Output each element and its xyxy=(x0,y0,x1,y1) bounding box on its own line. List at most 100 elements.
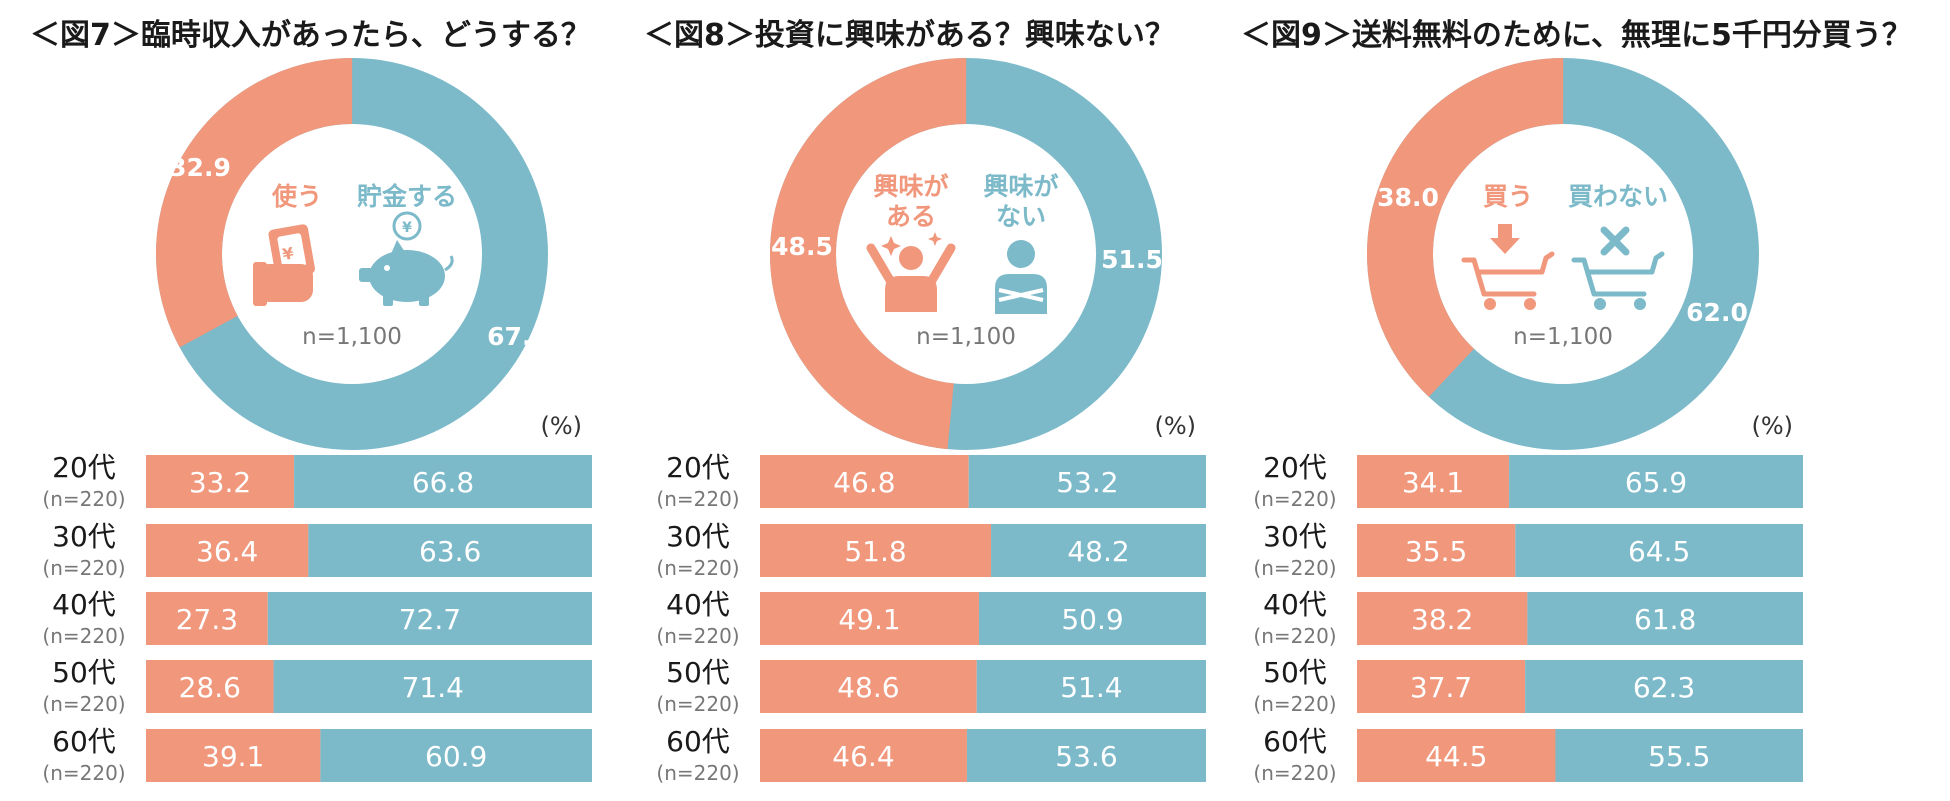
bar-segment-left xyxy=(760,729,967,782)
bar-segment-right xyxy=(1515,524,1803,577)
unit-label: (%) xyxy=(1154,412,1196,440)
bar-segment-left xyxy=(146,455,295,508)
figure-8-panel: ＜図8＞投資に興味がある？興味ない？ 48.5 51.5 興味が ある 興味が ない n=1… xyxy=(644,0,1254,801)
bar-value-label: 53.6 xyxy=(1055,740,1117,773)
donut-slice xyxy=(1367,58,1759,450)
bar-segment-left xyxy=(146,592,268,645)
figure-7-chart: 32.9 67.1 使う 貯金する ¥ ¥ n=1,100 (%) 20代 (n=220) 33.2… xyxy=(42,58,592,785)
age-group-label: 40代 xyxy=(666,588,730,621)
hand-money-icon: ¥ xyxy=(253,224,315,306)
age-group-n-label: (n=220) xyxy=(42,692,125,716)
stacked-bar-chart: 20代 (n=220) 33.2 66.8 30代 (n=220) 36.4 63.6 40代 (… xyxy=(42,451,592,785)
age-group-label: 20代 xyxy=(666,451,730,484)
bar-value-label: 34.1 xyxy=(1402,466,1464,499)
age-group-label: 50代 xyxy=(52,656,116,689)
figure-title: ＜図8＞投資に興味がある？興味ない？ xyxy=(644,18,1175,53)
bar-value-label: 37.7 xyxy=(1410,671,1472,704)
age-group-n-label: (n=220) xyxy=(656,487,739,511)
bar-segment-right xyxy=(978,592,1206,645)
age-group-n-label: (n=220) xyxy=(42,624,125,648)
age-group-label: 30代 xyxy=(1263,520,1327,553)
category-label-left: ある xyxy=(886,202,936,231)
bar-segment-right xyxy=(976,660,1206,713)
bar-segment-right xyxy=(966,729,1206,782)
bar-segment-left xyxy=(146,660,274,713)
bar-segment-right xyxy=(273,660,592,713)
figure-9-chart: 38.0 62.0 買う 買わない n=1,100 (%) 20代 (n=220) 34.1 65… xyxy=(1253,58,1803,785)
bar-value-label: 51.8 xyxy=(844,535,906,568)
bar-value-label: 62.3 xyxy=(1633,671,1695,704)
figure-9-panel: ＜図9＞送料無料のために、無理に5千円分買う？ 38.0 62.0 買う 買わない n=… xyxy=(1241,0,1912,801)
age-group-label: 60代 xyxy=(52,725,116,758)
bar-segment-left xyxy=(1357,592,1528,645)
bar-value-label: 72.7 xyxy=(399,603,461,636)
donut-value-label: 67.1 xyxy=(487,322,549,351)
stacked-bar-chart: 20代 (n=220) 34.1 65.9 30代 (n=220) 35.5 64.5 40代 (… xyxy=(1253,451,1803,785)
donut-ring xyxy=(770,58,1162,450)
bar-value-label: 44.5 xyxy=(1425,740,1487,773)
sample-size-label: n=1,100 xyxy=(302,324,402,350)
unit-label: (%) xyxy=(540,412,582,440)
bar-value-label: 55.5 xyxy=(1648,740,1710,773)
bar-segment-right xyxy=(991,524,1206,577)
bar-value-label: 48.2 xyxy=(1067,535,1129,568)
category-label-left: 使う xyxy=(271,182,322,211)
bar-segment-left xyxy=(760,524,992,577)
bar-segment-right xyxy=(1509,455,1803,508)
bar-segment-right xyxy=(294,455,592,508)
bar-value-label: 28.6 xyxy=(179,671,241,704)
bar-value-label: 65.9 xyxy=(1625,466,1687,499)
bar-segment-left xyxy=(146,729,321,782)
age-group-label: 30代 xyxy=(666,520,730,553)
age-group-n-label: (n=220) xyxy=(656,556,739,580)
bar-value-label: 35.5 xyxy=(1405,535,1467,568)
bar-value-label: 49.1 xyxy=(838,603,900,636)
category-label-right: 買わない xyxy=(1568,182,1668,211)
age-group-n-label: (n=220) xyxy=(1253,761,1336,785)
age-group-n-label: (n=220) xyxy=(656,624,739,648)
bar-segment-left xyxy=(1357,455,1510,508)
category-label-right: 興味が xyxy=(983,172,1058,201)
bar-segment-right xyxy=(1527,592,1803,645)
bar-segment-left xyxy=(1357,660,1526,713)
bar-value-label: 60.9 xyxy=(425,740,487,773)
bar-segment-left xyxy=(146,524,309,577)
bar-value-label: 51.4 xyxy=(1060,671,1122,704)
age-group-n-label: (n=220) xyxy=(42,761,125,785)
age-group-n-label: (n=220) xyxy=(1253,624,1336,648)
age-group-label: 50代 xyxy=(1263,656,1327,689)
stacked-bar-chart: 20代 (n=220) 46.8 53.2 30代 (n=220) 51.8 48.2 40代 (… xyxy=(656,451,1206,785)
unit-label: (%) xyxy=(1751,412,1793,440)
age-group-label: 20代 xyxy=(1263,451,1327,484)
figure-title: ＜図9＞送料無料のために、無理に5千円分買う？ xyxy=(1241,18,1912,53)
donut-value-label: 38.0 xyxy=(1377,183,1439,212)
donut-slice xyxy=(770,58,1162,450)
category-label-right: ない xyxy=(996,202,1046,231)
donut-value-label: 62.0 xyxy=(1686,298,1748,327)
donut-slice xyxy=(156,58,548,450)
age-group-n-label: (n=220) xyxy=(656,761,739,785)
category-label-right: 貯金する xyxy=(357,182,457,211)
category-label-left: 興味が xyxy=(873,172,948,201)
age-group-n-label: (n=220) xyxy=(42,556,125,580)
bar-segment-right xyxy=(1525,660,1803,713)
sample-size-label: n=1,100 xyxy=(916,324,1016,350)
bar-value-label: 53.2 xyxy=(1056,466,1118,499)
bar-segment-left xyxy=(760,592,979,645)
bar-segment-right xyxy=(1555,729,1803,782)
svg-text:¥: ¥ xyxy=(402,220,412,236)
bar-value-label: 39.1 xyxy=(202,740,264,773)
bar-segment-left xyxy=(1357,729,1556,782)
age-group-label: 50代 xyxy=(666,656,730,689)
excited-person-icon xyxy=(866,232,956,312)
bar-value-label: 63.6 xyxy=(419,535,481,568)
bar-segment-left xyxy=(760,455,969,508)
bar-value-label: 71.4 xyxy=(402,671,464,704)
bar-value-label: 48.6 xyxy=(837,671,899,704)
sample-size-label: n=1,100 xyxy=(1513,324,1613,350)
age-group-n-label: (n=220) xyxy=(656,692,739,716)
bar-value-label: 33.2 xyxy=(189,466,251,499)
age-group-n-label: (n=220) xyxy=(1253,692,1336,716)
bar-segment-right xyxy=(968,455,1206,508)
